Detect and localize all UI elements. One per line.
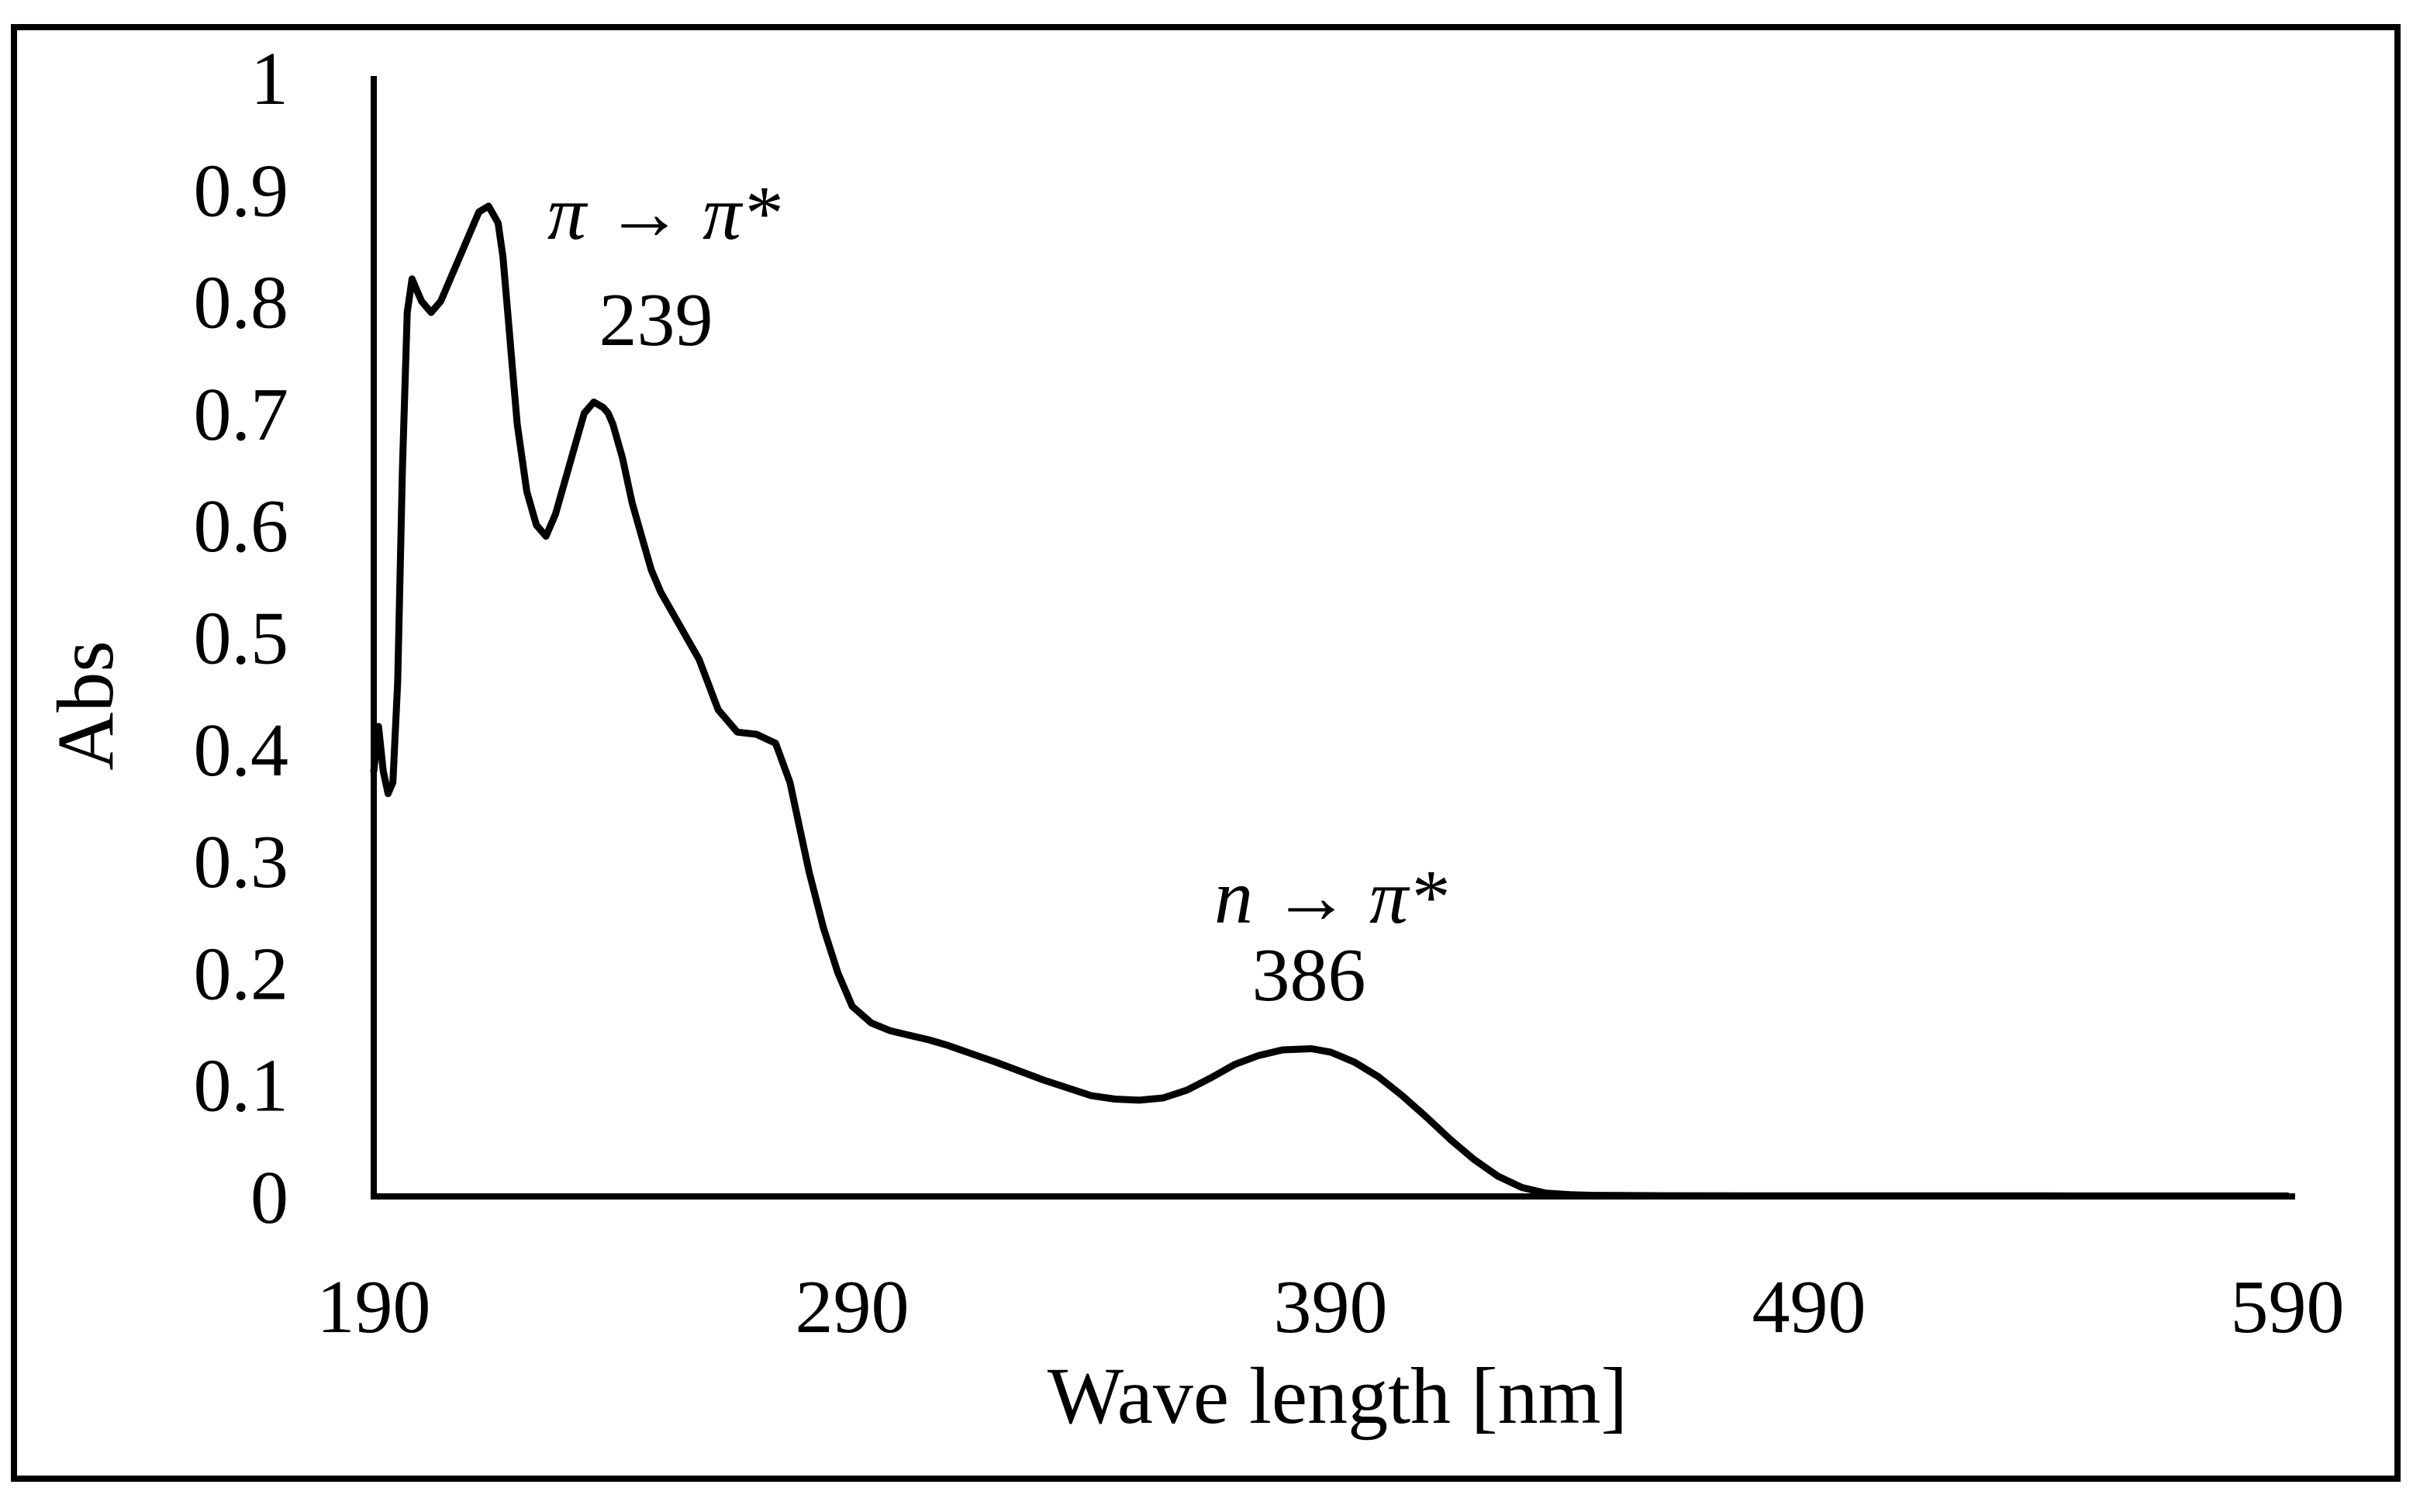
y-tick-label: 0.7 xyxy=(194,373,289,457)
y-axis-title: Abs xyxy=(41,640,130,771)
figure-border xyxy=(11,24,2401,1482)
annotation-wavelength-label: 239 xyxy=(599,278,713,362)
absorbance-series-line xyxy=(370,202,2291,1200)
y-tick-label: 0.5 xyxy=(194,597,289,681)
y-tick-label: 0.4 xyxy=(194,709,289,792)
y-tick-label: 0.9 xyxy=(194,149,289,233)
x-tick-label: 190 xyxy=(317,1265,431,1349)
x-tick-label: 390 xyxy=(1274,1265,1388,1349)
y-tick-label: 0.1 xyxy=(194,1044,289,1128)
x-axis-title: Wave length [nm] xyxy=(1048,1351,1628,1441)
annotation-n-pi-star: n → π* 386 xyxy=(1214,854,1447,1017)
annotation-pi-pi-star: π → π* 239 xyxy=(547,170,780,362)
y-tick-label: 0.8 xyxy=(194,261,289,345)
annotation-transition-label: π → π* xyxy=(547,170,780,256)
y-tick-label: 0.6 xyxy=(194,485,289,568)
annotation-transition-label: n → π* xyxy=(1214,854,1447,940)
y-tick-labels: 0 0.1 0.2 0.3 0.4 0.5 0.6 0.7 0.8 0.9 1 xyxy=(194,37,289,1240)
x-tick-labels: 190 290 390 490 590 xyxy=(317,1265,2345,1349)
y-tick-label: 1 xyxy=(250,37,288,121)
y-tick-label: 0.2 xyxy=(194,932,289,1016)
x-tick-label: 490 xyxy=(1752,1265,1866,1349)
x-tick-label: 290 xyxy=(796,1265,910,1349)
y-tick-label: 0.3 xyxy=(194,820,289,904)
annotation-wavelength-label: 386 xyxy=(1252,934,1366,1017)
x-tick-label: 590 xyxy=(2231,1265,2345,1349)
y-tick-label: 0 xyxy=(250,1156,288,1240)
